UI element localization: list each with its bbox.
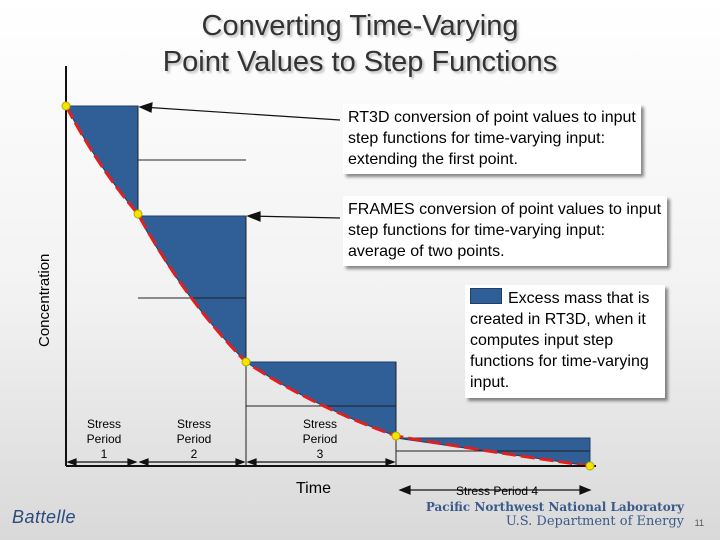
stress-period-2-label: Stress Period 2 (176, 417, 212, 461)
data-point (241, 357, 251, 367)
frames-callout: FRAMES conversion of point values to inp… (343, 196, 667, 266)
battelle-logo: Battelle (12, 507, 77, 527)
frames-callout-text: FRAMES conversion of point values to inp… (348, 201, 662, 260)
callout-arrows (138, 102, 341, 222)
stress-period-3-label: Stress Period 3 (302, 417, 338, 461)
title-line-2: Point Values to Step Functions (162, 46, 558, 78)
period-arrows (66, 458, 592, 495)
excess-mass-swatch (470, 288, 502, 304)
lab-name: Pacific Northwest National Laboratory (425, 500, 684, 514)
title-line-1: Converting Time-Varying (201, 10, 519, 42)
excess-region-2 (137, 215, 247, 364)
data-point (61, 101, 71, 111)
slide-title: Converting Time-Varying Point Values to … (0, 8, 720, 80)
pnnl-logo: Pacific Northwest National Laboratory U.… (426, 500, 684, 529)
stress-period-4-label: Stress Period 4 (456, 484, 539, 498)
data-point (133, 209, 143, 219)
data-point (585, 461, 595, 471)
rt3d-callout: RT3D conversion of point values to input… (343, 104, 641, 174)
data-point (391, 431, 401, 441)
data-points (61, 101, 595, 471)
stress-period-1-label: Stress Period 1 (86, 417, 122, 461)
excess-mass-text: Excess mass that is created in RT3D, whe… (470, 290, 650, 391)
x-axis-label: Time (296, 480, 331, 497)
rt3d-callout-text: RT3D conversion of point values to input… (348, 109, 636, 168)
excess-region-1 (65, 105, 139, 216)
excess-mass-legend: Excess mass that is created in RT3D, whe… (465, 285, 665, 398)
doe-name: U.S. Department of Energy (505, 514, 684, 529)
page-number: 11 (694, 518, 704, 528)
